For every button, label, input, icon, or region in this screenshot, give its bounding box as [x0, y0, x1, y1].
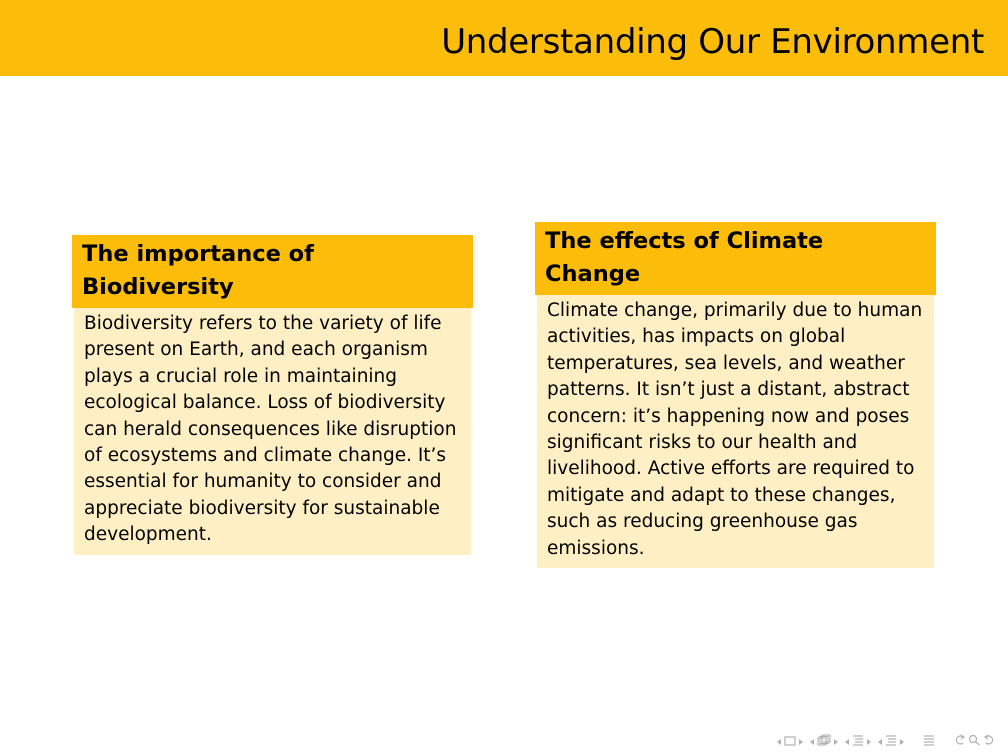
nav-slide-icon[interactable] [784, 735, 796, 749]
block-title: The importance of Biodiversity [72, 235, 473, 308]
nav-undo-icon[interactable] [953, 734, 966, 749]
frame-title-bar: Understanding Our Environment [0, 0, 1008, 76]
frame-title: Understanding Our Environment [441, 22, 984, 62]
nav-frame-prev-arrow-icon[interactable] [809, 735, 815, 749]
nav-section-icon[interactable] [885, 734, 897, 749]
nav-section-prev-arrow-icon[interactable] [877, 735, 883, 749]
nav-subsection-icon[interactable] [852, 734, 864, 749]
nav-search-icon[interactable] [968, 734, 981, 749]
nav-subsection-next-arrow-icon[interactable] [866, 735, 872, 749]
block-body: Climate change, primarily due to human a… [537, 295, 934, 569]
block-climate-change: The effects of Climate Change Climate ch… [535, 222, 936, 569]
nav-frame-next-arrow-icon[interactable] [833, 735, 839, 749]
block-title: The effects of Climate Change [535, 222, 936, 295]
beamer-navigation-bar [776, 734, 996, 749]
nav-redo-icon[interactable] [983, 734, 996, 749]
nav-slide-prev-arrow-icon[interactable] [776, 735, 782, 749]
nav-subsection-prev-arrow-icon[interactable] [844, 735, 850, 749]
nav-slide-next-arrow-icon[interactable] [798, 735, 804, 749]
block-biodiversity: The importance of Biodiversity Biodivers… [72, 235, 473, 555]
block-body: Biodiversity refers to the variety of li… [74, 308, 471, 555]
nav-outline-icon[interactable] [923, 734, 935, 749]
nav-section-next-arrow-icon[interactable] [899, 735, 905, 749]
nav-frame-icon[interactable] [817, 734, 831, 749]
